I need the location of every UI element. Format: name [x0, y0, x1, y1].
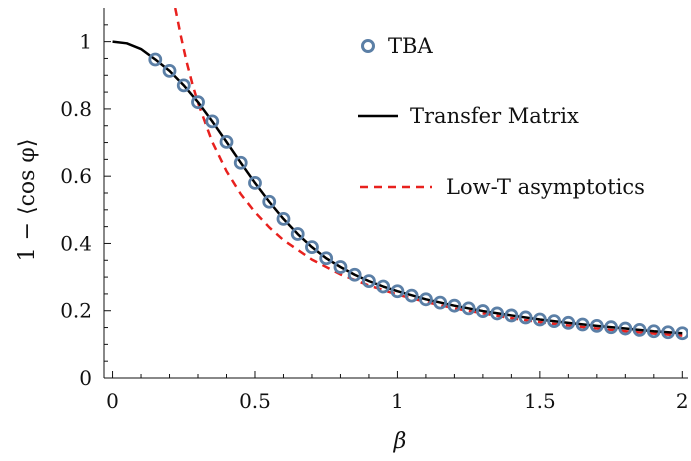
legend-low-t-label: Low-T asymptotics	[446, 175, 645, 199]
y-tick-label: 1	[79, 30, 92, 54]
x-tick-label: 0	[106, 389, 119, 413]
x-ticks: 0 0.5 1 1.5 2	[106, 371, 688, 413]
legend-tba-label: TBA	[388, 34, 433, 58]
x-tick-label: 1	[391, 389, 404, 413]
legend-transfer-matrix-label: Transfer Matrix	[410, 104, 579, 128]
x-axis-label: β	[393, 429, 407, 454]
legend-tba-marker	[363, 41, 374, 52]
x-tick-label: 1.5	[524, 389, 556, 413]
y-tick-label: 0.2	[60, 299, 92, 323]
y-ticks: 0 0.2 0.4 0.6 0.8 1	[60, 25, 111, 390]
y-axis-label: 1 − ⟨cos φ⟩	[15, 139, 40, 262]
y-tick-label: 0.8	[60, 97, 92, 121]
y-tick-label: 0.4	[60, 231, 92, 255]
y-tick-label: 0.6	[60, 164, 92, 188]
x-tick-label: 0.5	[239, 389, 271, 413]
y-tick-label: 0	[79, 366, 92, 390]
legend: TBA Transfer Matrix Low-T asymptotics	[358, 34, 645, 199]
x-tick-label: 2	[676, 389, 689, 413]
